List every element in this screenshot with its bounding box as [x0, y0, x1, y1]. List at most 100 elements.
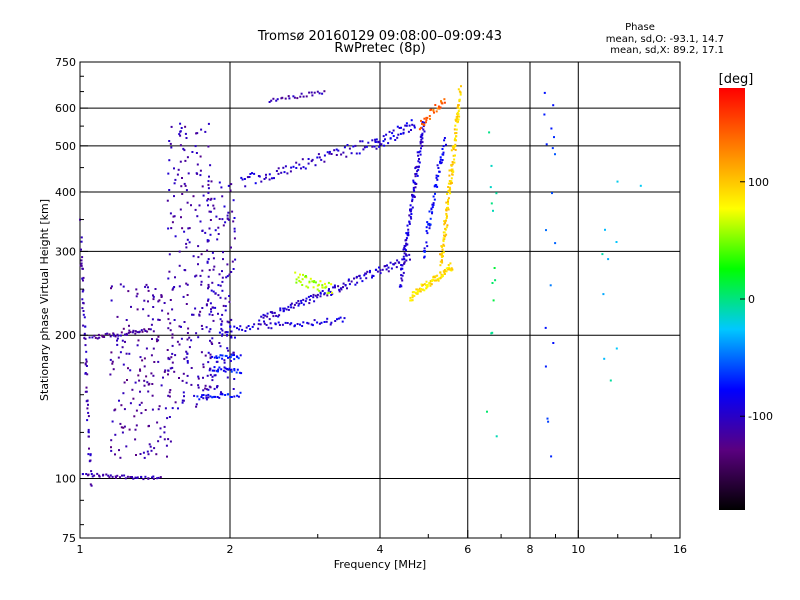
data-point: [217, 312, 219, 315]
data-point: [228, 300, 231, 303]
data-point: [160, 294, 163, 297]
data-point: [457, 88, 460, 91]
data-point: [329, 290, 332, 293]
data-point: [455, 128, 458, 131]
data-point: [453, 161, 456, 164]
data-point: [163, 370, 166, 373]
data-point: [182, 372, 185, 375]
data-point: [110, 449, 113, 452]
data-point: [277, 167, 280, 170]
data-point: [302, 273, 304, 276]
data-point: [200, 280, 203, 283]
data-point: [451, 170, 454, 173]
data-point: [147, 477, 150, 480]
data-point: [194, 145, 197, 148]
data-point: [90, 484, 93, 487]
data-point: [225, 355, 228, 357]
data-point: [220, 186, 223, 189]
data-point: [221, 333, 224, 336]
data-point: [405, 243, 408, 246]
data-point: [330, 294, 333, 296]
data-point: [135, 424, 138, 427]
data-point: [442, 145, 445, 148]
data-point: [453, 128, 456, 131]
data-point: [413, 190, 416, 192]
data-point: [230, 246, 232, 249]
data-point: [408, 221, 411, 224]
data-point: [368, 271, 371, 274]
data-point: [302, 95, 305, 98]
data-point: [383, 144, 386, 147]
data-point: [447, 189, 450, 192]
data-point: [353, 277, 355, 280]
data-point: [197, 263, 199, 266]
data-point: [422, 125, 425, 128]
data-point: [195, 405, 198, 408]
data-point: [378, 140, 381, 143]
data-point: [441, 159, 444, 161]
data-point: [321, 286, 324, 289]
data-point: [355, 152, 358, 155]
data-point: [443, 139, 446, 142]
data-point: [443, 273, 446, 275]
data-point: [223, 205, 226, 208]
y-tick-label: 750: [55, 56, 76, 69]
data-point: [450, 177, 453, 180]
data-point: [248, 176, 251, 178]
x-tick-label: 4: [377, 543, 384, 556]
data-point: [116, 474, 119, 477]
data-point: [123, 425, 126, 428]
data-point: [392, 135, 395, 137]
data-point: [411, 123, 414, 126]
data-point: [177, 168, 180, 171]
data-point: [221, 354, 224, 357]
data-point: [398, 285, 401, 288]
data-point: [220, 391, 222, 394]
data-point: [140, 412, 143, 415]
data-point: [412, 194, 415, 197]
data-point: [316, 293, 319, 296]
data-point: [87, 430, 90, 433]
phase-info-x: mean, sd,X: 89.2, 17.1: [610, 45, 724, 56]
data-point: [168, 253, 171, 256]
data-point: [268, 178, 271, 181]
data-point: [405, 242, 408, 245]
data-point: [448, 169, 451, 172]
data-point: [133, 415, 136, 418]
data-point: [253, 172, 256, 175]
data-point: [456, 121, 459, 124]
data-point: [219, 354, 222, 357]
data-point: [200, 283, 203, 286]
data-point: [405, 237, 408, 240]
data-point: [263, 320, 265, 323]
data-point: [495, 435, 498, 438]
data-point: [277, 172, 280, 175]
data-point: [170, 125, 173, 128]
data-point: [420, 147, 422, 150]
data-point: [230, 370, 233, 373]
data-point: [387, 266, 390, 269]
data-point: [442, 243, 445, 246]
data-point: [333, 284, 336, 287]
data-point: [459, 91, 462, 94]
data-point: [616, 180, 619, 183]
data-point: [400, 285, 403, 288]
data-point: [419, 290, 422, 293]
data-point: [437, 175, 440, 178]
data-point: [389, 137, 392, 140]
data-point: [432, 195, 435, 198]
data-point: [398, 261, 401, 264]
data-point: [259, 323, 262, 326]
data-point: [432, 202, 435, 205]
data-point: [202, 366, 205, 369]
data-point: [232, 388, 235, 390]
data-point: [114, 433, 117, 436]
data-point: [232, 268, 235, 270]
data-point: [488, 131, 491, 134]
data-point: [221, 195, 224, 198]
data-point: [495, 192, 498, 195]
data-point: [446, 215, 448, 218]
data-point: [253, 323, 256, 326]
data-point: [219, 296, 222, 299]
data-point: [421, 132, 424, 135]
